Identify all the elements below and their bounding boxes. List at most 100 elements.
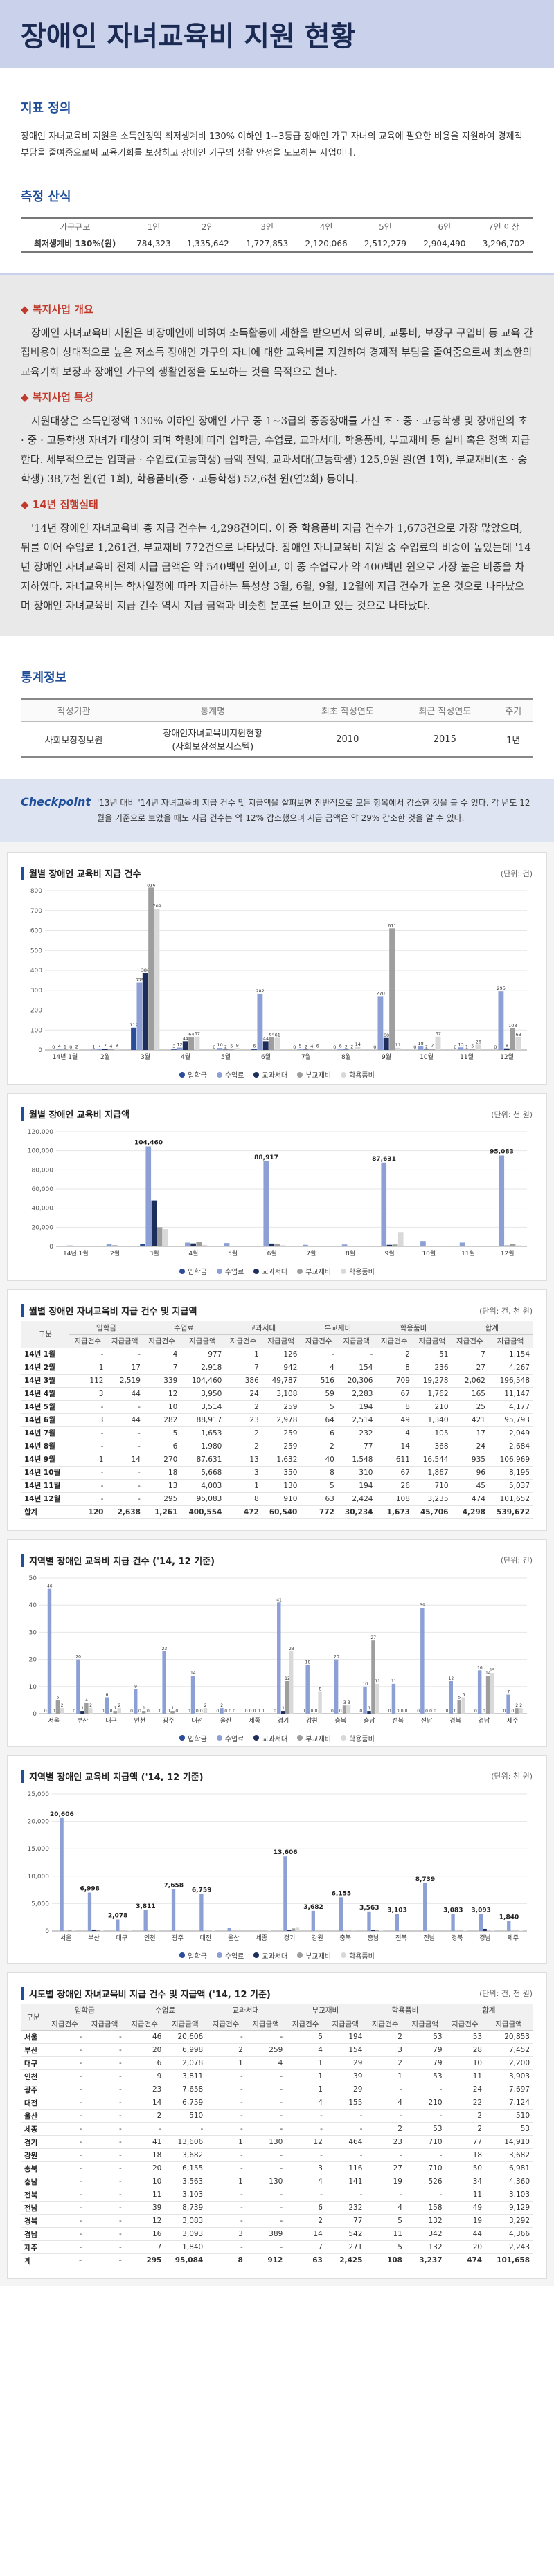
legend-swatch — [297, 1735, 303, 1741]
table-cell: 1 — [285, 2056, 325, 2070]
formula-header-cell: 7인 이상 — [474, 217, 533, 235]
table-cell: 3,950 — [180, 1387, 225, 1401]
table-cell: 105 — [412, 1426, 452, 1440]
table-cell: 9,129 — [485, 2201, 533, 2215]
bar — [435, 1036, 441, 1050]
table-cell: 충북 — [21, 2161, 45, 2175]
data-label: 0 — [73, 1709, 75, 1714]
table-cell: 1,154 — [488, 1348, 533, 1361]
bar — [377, 996, 384, 1050]
x-tick-label: 11월 — [460, 1053, 474, 1061]
data-label: 12 — [285, 1676, 290, 1680]
data-label: 0 — [216, 1709, 219, 1714]
bar — [297, 1049, 303, 1050]
bar — [96, 1048, 102, 1050]
bar — [143, 1910, 148, 1931]
bar — [60, 1707, 64, 1714]
table-sub-header: 지급금액 — [84, 2017, 125, 2031]
table-cell: 10 — [143, 1400, 181, 1414]
bar — [355, 1046, 361, 1050]
table-cell: - — [44, 2175, 85, 2188]
table-cell: 7,452 — [485, 2043, 533, 2057]
table-cell: 2,519 — [106, 1374, 143, 1388]
bar — [510, 1244, 516, 1246]
legend-item: 학용품비 — [341, 1733, 375, 1743]
bar — [76, 1659, 80, 1714]
table-cell: 155 — [325, 2096, 366, 2110]
table-cell: - — [44, 2096, 85, 2110]
table-cell: 77 — [337, 1440, 376, 1453]
table-cell: - — [245, 2188, 286, 2202]
table-cell: 45 — [451, 1479, 488, 1493]
data-label: 3,811 — [136, 1903, 155, 1910]
data-label: 3 — [348, 1700, 350, 1705]
table-cell: 46 — [124, 2030, 165, 2044]
table-cell: - — [106, 1400, 143, 1414]
bar — [170, 1710, 175, 1714]
data-label: 8 — [506, 1043, 508, 1049]
monthly-count-chart-unit: (단위: 건) — [500, 869, 533, 878]
table-cell: - — [44, 2201, 85, 2215]
data-label: 60 — [384, 1033, 389, 1038]
bar — [461, 1696, 465, 1714]
bar — [485, 1675, 490, 1714]
table-cell: - — [44, 2069, 85, 2083]
legend-item: 부교재비 — [297, 1950, 331, 1961]
table-cell: 1 — [206, 2175, 246, 2188]
table-cell: 516 — [300, 1374, 337, 1388]
table-cell: 295 — [143, 1492, 181, 1506]
bar — [80, 1710, 84, 1714]
data-label: 6 — [339, 1043, 342, 1049]
data-label: 816 — [147, 884, 155, 887]
table-cell: 3,093 — [164, 2227, 206, 2241]
x-tick-label: 전남 — [421, 1717, 433, 1725]
table-cell: - — [106, 1348, 143, 1361]
legend-swatch — [216, 1071, 222, 1078]
x-tick-label: 12월 — [501, 1249, 515, 1258]
bar — [142, 973, 148, 1050]
legend-swatch — [179, 1735, 186, 1741]
data-label: 4 — [109, 1044, 112, 1049]
table-cell: 2 — [224, 1400, 262, 1414]
bar — [477, 1669, 482, 1714]
bar — [420, 1241, 426, 1246]
data-label: 67 — [195, 1031, 200, 1037]
bar — [349, 1049, 355, 1050]
table-cell: - — [69, 1348, 107, 1361]
monthly-amount-chart-panel: 월별 장애인 교육비 지급액 (단위: 천 원) 0 20,000 40,000 60… — [7, 1093, 547, 1281]
data-label: 5 — [57, 1695, 60, 1700]
legend-label: 수업료 — [224, 1952, 244, 1961]
data-label: 63 — [516, 1032, 521, 1037]
data-label: 1 — [171, 1706, 174, 1711]
formula-header-cell: 4인 — [296, 217, 356, 235]
data-label: 0 — [425, 1709, 428, 1714]
bar — [229, 1049, 235, 1050]
x-tick-label: 9월 — [385, 1249, 395, 1258]
table-cell: 14년 12월 — [21, 1492, 69, 1506]
bar — [100, 1930, 104, 1931]
table-total-cell: 1,673 — [375, 1505, 413, 1519]
bar — [285, 1680, 289, 1714]
table-cell: - — [206, 2096, 246, 2110]
table-cell: - — [245, 2161, 286, 2175]
table-cell: 49,787 — [261, 1374, 301, 1388]
bar — [395, 1913, 400, 1931]
data-label: 4 — [310, 1044, 313, 1049]
data-label: 709 — [152, 903, 161, 909]
stats-header-cell: 최초 작성연도 — [298, 698, 397, 722]
bar — [519, 1707, 523, 1714]
stats-value-cell: 1년 — [493, 721, 533, 758]
bar — [459, 1930, 463, 1931]
data-label: 6,759 — [192, 1887, 211, 1894]
table-cell: 53 — [404, 2069, 445, 2083]
x-tick-label: 경기 — [278, 1716, 289, 1725]
table-cell: - — [106, 1479, 143, 1493]
legend-swatch — [297, 1071, 303, 1078]
x-tick-label: 경남 — [479, 1934, 491, 1942]
stats-header-cell: 통계명 — [127, 698, 299, 722]
legend-label: 수업료 — [224, 1072, 244, 1080]
data-label: 3,083 — [443, 1907, 463, 1914]
table-cell: - — [325, 2188, 366, 2202]
y-tick-label: 0 — [38, 1047, 42, 1054]
bar — [148, 887, 154, 1050]
